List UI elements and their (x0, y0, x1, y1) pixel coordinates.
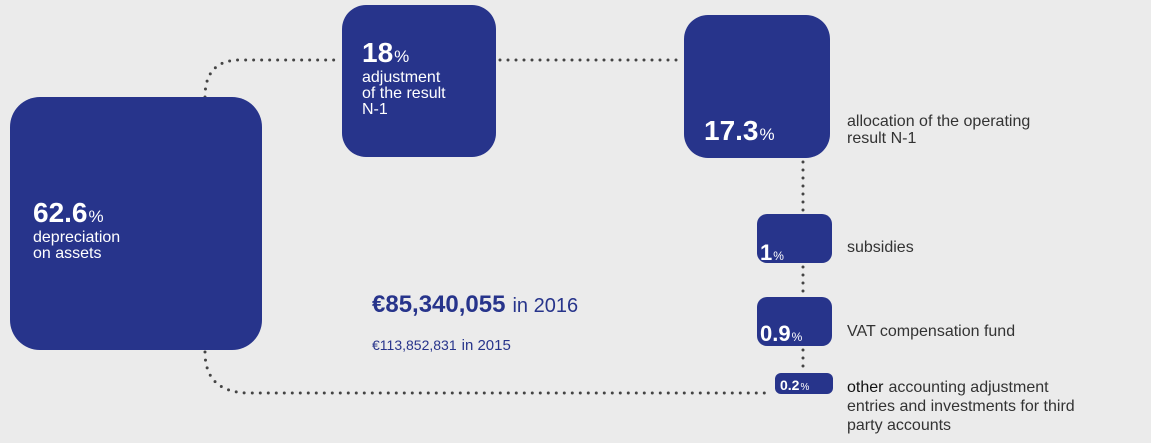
node-label: allocation of the operating (847, 113, 1030, 130)
node-label: VAT compensation fund (847, 323, 1015, 340)
node-box (342, 5, 496, 157)
unit: % (89, 207, 104, 226)
value: 62.6 (33, 197, 88, 228)
totals: €85,340,055 in 2016 €113,852,831 in 2015 (372, 291, 578, 354)
total-previous: €113,852,831 in 2015 (372, 337, 511, 354)
node-label: entries and investments for third (847, 398, 1075, 415)
unit: % (792, 330, 803, 344)
amount: €113,852,831 (372, 337, 457, 353)
node-label: depreciation (33, 229, 120, 246)
year-label: in 2015 (462, 337, 511, 354)
node-label: party accounts (847, 417, 951, 434)
label-emphasis: other (847, 379, 884, 396)
node-box (757, 214, 832, 263)
value: 1 (760, 240, 772, 265)
value: 18 (362, 37, 393, 68)
value: 17.3 (704, 115, 759, 146)
value: 0.9 (760, 321, 791, 346)
node-value: 0.9% (760, 321, 803, 346)
node-box (775, 373, 833, 394)
unit: % (760, 125, 775, 144)
node: 1% subsidies (757, 214, 914, 265)
node-value: 18% (362, 37, 409, 68)
node: 0.2% other accounting adjustment entries an… (775, 373, 1075, 434)
label-line: accounting adjustment (888, 379, 1049, 396)
node-value: 0.2% (780, 377, 809, 393)
unit: % (800, 382, 809, 393)
node-label: of the result (362, 85, 446, 102)
total-current: €85,340,055 in 2016 (372, 291, 578, 318)
year-label: in 2016 (512, 295, 578, 317)
node-label: on assets (33, 245, 101, 262)
node-box (684, 15, 830, 158)
amount: €85,340,055 (372, 291, 505, 318)
node-label: other accounting adjustment (847, 379, 1049, 396)
node-label: result N-1 (847, 130, 916, 147)
node: 0.9% VAT compensation fund (757, 297, 1015, 346)
connector (203, 58, 342, 99)
unit: % (394, 47, 409, 66)
node-box (757, 297, 832, 346)
unit: % (773, 249, 784, 263)
node-box (10, 97, 262, 350)
node-value: 62.6% (33, 197, 104, 228)
value: 0.2 (780, 377, 800, 393)
node-value: 17.3% (704, 115, 775, 146)
node-label: N-1 (362, 101, 388, 118)
node-value: 1% (760, 240, 784, 265)
node-label: subsidies (847, 239, 914, 256)
connector (203, 350, 774, 395)
node-label: adjustment (362, 69, 441, 86)
